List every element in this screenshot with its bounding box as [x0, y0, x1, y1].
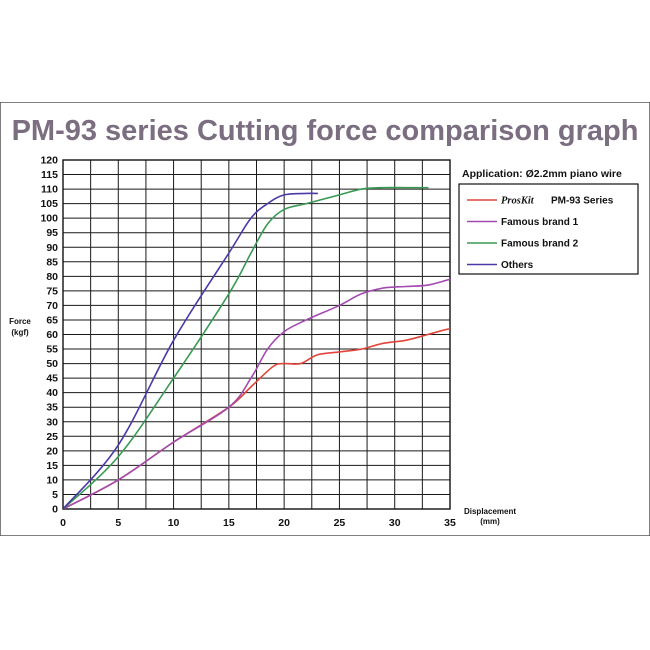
x-tick-label: 5	[115, 517, 121, 529]
x-tick-label: 0	[60, 517, 66, 529]
legend-label: PM-93 Series	[551, 196, 614, 207]
y-tick-label: 15	[46, 460, 58, 472]
chart-panel: PM-93 series Cutting force comparison gr…	[0, 102, 650, 536]
y-axis-label: (kgf)	[11, 328, 29, 337]
y-tick-label: 20	[46, 445, 58, 457]
x-axis-label: (mm)	[480, 517, 500, 526]
title-group: PM-93 series Cutting force comparison gr…	[12, 115, 639, 147]
legend-box	[458, 183, 639, 275]
y-tick-label: 80	[46, 271, 58, 283]
y-tick-label: 40	[46, 387, 58, 399]
y-tick-label: 115	[41, 169, 58, 181]
chart-title: PM-93 series Cutting force comparison gr…	[12, 115, 639, 147]
series-layer	[63, 186, 450, 509]
legend-label: Famous brand 1	[501, 217, 579, 228]
legend-label: Others	[501, 260, 534, 271]
x-tick-label: 30	[389, 517, 401, 529]
y-tick-label: 70	[46, 300, 58, 312]
y-tick-label: 90	[46, 242, 58, 254]
y-tick-label: 35	[46, 402, 58, 414]
x-tick-label: 25	[334, 517, 346, 529]
y-tick-label: 100	[40, 213, 58, 225]
axes	[62, 159, 451, 510]
legend-subtitle: Application: Ø2.2mm piano wire	[462, 168, 622, 180]
y-tick-label: 65	[46, 314, 58, 326]
x-axis-label: Displacement	[464, 507, 516, 516]
plot-frame	[62, 159, 451, 510]
grid	[62, 159, 451, 510]
y-tick-label: 25	[46, 431, 58, 443]
y-tick-label: 45	[46, 373, 58, 385]
y-tick-label: 85	[46, 256, 58, 268]
series-line-famous-brand-1	[63, 278, 450, 509]
x-tick-label: 15	[223, 517, 235, 529]
y-tick-label: 110	[41, 184, 58, 196]
legend-brand-logo: ProsKit	[501, 196, 535, 207]
y-tick-label: 0	[52, 504, 58, 516]
y-tick-label: 10	[46, 474, 58, 486]
series-line-others	[63, 192, 319, 509]
y-tick-label: 5	[52, 489, 58, 501]
y-tick-label: 75	[46, 285, 58, 297]
chart-svg: PM-93 series Cutting force comparison gr…	[0, 102, 650, 536]
legend-label: Famous brand 2	[501, 239, 579, 250]
y-tick-label: 95	[46, 227, 58, 239]
legend: Application: Ø2.2mm piano wire ProsKit PM-…	[458, 168, 639, 275]
x-tick-label: 35	[444, 517, 456, 529]
y-tick-label: 55	[46, 344, 58, 356]
y-tick-label: 120	[40, 155, 58, 167]
y-tick-label: 50	[46, 358, 58, 370]
x-tick-label: 10	[168, 517, 180, 529]
y-tick-label: 60	[46, 329, 58, 341]
x-tick-label: 20	[278, 517, 290, 529]
y-tick-label: 105	[40, 198, 58, 210]
y-tick-label: 30	[46, 416, 58, 428]
series-line-famous-brand-2	[63, 186, 429, 509]
y-axis-label: Force	[9, 317, 31, 326]
axis-labels: 0510152025303540455055606570758085909510…	[9, 155, 516, 530]
